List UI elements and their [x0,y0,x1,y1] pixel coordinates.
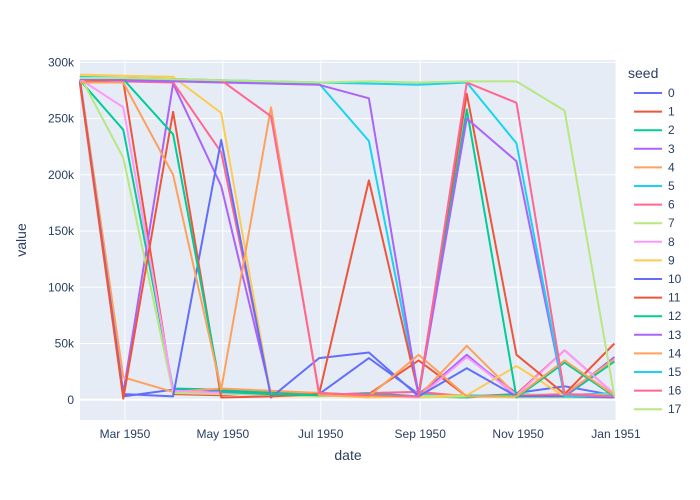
legend-item-4[interactable]: 4 [634,160,675,174]
series-lines [79,73,616,400]
legend-item-9[interactable]: 9 [634,253,675,267]
y-tick-label: 200k [48,168,75,182]
x-tick-label: Sep 1950 [395,427,447,441]
legend-label: 3 [668,142,675,156]
y-tick-label: 0 [67,393,74,407]
legend-label: 5 [668,179,675,193]
x-tick-label: May 1950 [196,427,249,441]
legend-label: 14 [668,346,682,360]
legend-item-5[interactable]: 5 [634,179,675,193]
legend-item-3[interactable]: 3 [634,142,675,156]
legend-label: 9 [668,253,675,267]
legend-label: 2 [668,123,675,137]
legend-item-15[interactable]: 15 [634,365,682,379]
y-tick-label: 150k [48,224,75,238]
x-tick-label: Jan 1951 [591,427,641,441]
legend-label: 12 [668,309,682,323]
legend-title: seed [628,65,658,81]
legend-label: 8 [668,235,675,249]
legend-item-6[interactable]: 6 [634,198,675,212]
legend-label: 7 [668,216,675,230]
series-line-13 [79,78,615,398]
x-tick-label: Mar 1950 [100,427,151,441]
legend-item-7[interactable]: 7 [634,216,675,230]
series-line-10 [79,81,615,399]
legend-item-0[interactable]: 0 [634,86,675,100]
legend-label: 4 [668,160,675,174]
legend-label: 6 [668,198,675,212]
legend-label: 17 [668,402,682,416]
legend-item-16[interactable]: 16 [634,384,682,398]
y-axis-title: value [13,223,29,257]
legend-label: 16 [668,384,682,398]
legend-item-13[interactable]: 13 [634,328,682,342]
legend-item-10[interactable]: 10 [634,272,682,286]
x-axis-ticks: Mar 1950 May 1950 Jul 1950 Sep 1950 Nov 1950… [100,427,641,441]
legend-label: 0 [668,86,675,100]
y-axis-ticks: 0 50k 100k 150k 200k 250k 300k [48,55,75,407]
legend-item-2[interactable]: 2 [634,123,675,137]
legend-item-8[interactable]: 8 [634,235,675,249]
legend-label: 10 [668,272,682,286]
legend-item-1[interactable]: 1 [634,105,675,119]
legend-label: 13 [668,328,682,342]
y-tick-label: 100k [48,280,75,294]
legend-item-17[interactable]: 17 [634,402,682,416]
x-axis-title: date [334,447,361,463]
y-tick-label: 300k [48,55,75,69]
legend-label: 11 [668,291,681,305]
legend-item-14[interactable]: 14 [634,346,682,360]
y-tick-label: 250k [48,112,75,126]
legend-label: 1 [668,105,675,119]
legend-label: 15 [668,365,682,379]
series-line-14 [80,81,615,398]
legend-item-12[interactable]: 12 [634,309,682,323]
legend-item-11[interactable]: 11 [634,291,681,305]
x-tick-label: Nov 1950 [492,427,544,441]
plot-background [80,60,616,420]
y-tick-label: 50k [55,337,75,351]
x-tick-label: Jul 1950 [298,427,344,441]
series-line-17 [80,77,616,397]
